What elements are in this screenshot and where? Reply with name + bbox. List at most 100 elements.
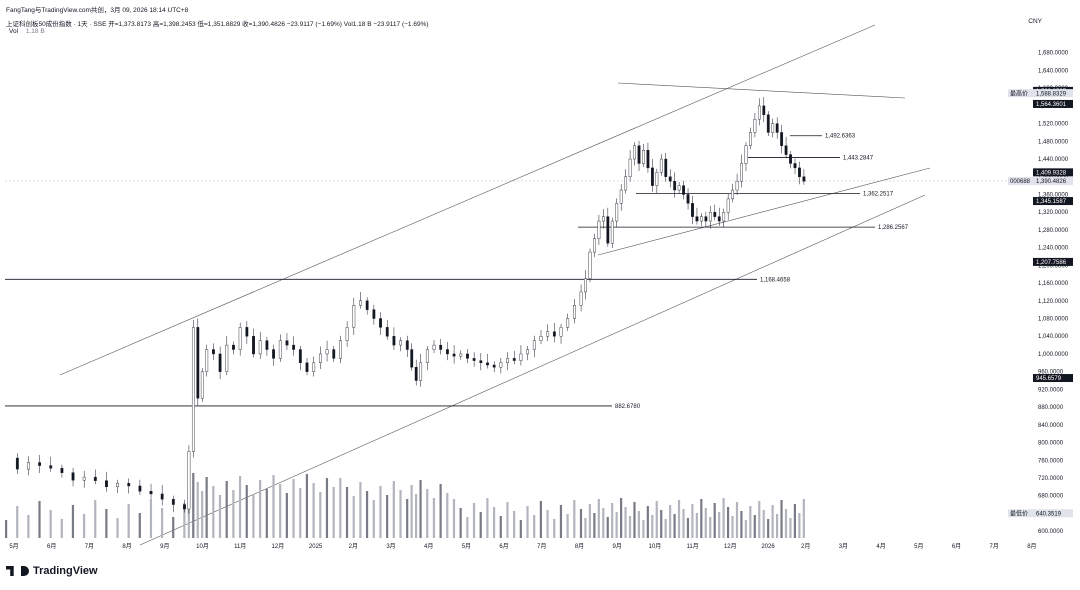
volume-bar — [245, 485, 248, 538]
price-label-text: 1,345.1587 — [1036, 199, 1067, 205]
y-tick-label: 720.0000 — [1038, 476, 1064, 482]
candle-body — [196, 327, 200, 399]
volume-legend[interactable]: Vol 1.18 B — [9, 28, 51, 35]
volume-bar — [602, 508, 605, 538]
volume-bar — [172, 517, 175, 538]
candle-body — [762, 105, 766, 115]
volume-value: 1.18 B — [25, 28, 45, 35]
candle-body — [187, 451, 191, 510]
candle-body — [339, 340, 342, 359]
candle-body — [593, 238, 596, 253]
price-label-box — [1033, 197, 1073, 206]
candle-body — [205, 349, 209, 372]
candle-body — [439, 344, 443, 350]
candle-body — [695, 216, 699, 222]
candle-body — [757, 105, 761, 120]
candle-body — [225, 344, 229, 372]
candle-body — [298, 349, 302, 364]
volume-bar — [633, 502, 636, 538]
candle-body — [726, 198, 730, 213]
x-tick-label: 6月 — [952, 543, 961, 550]
volume-bar — [345, 487, 349, 538]
price-tag-box — [1008, 89, 1033, 98]
volume-bar — [116, 518, 119, 538]
candle-body — [265, 340, 269, 350]
price-label-box — [1033, 257, 1073, 266]
volume-bar — [259, 480, 262, 538]
candle-body — [771, 123, 775, 133]
y-tick-label: 1,000.0000 — [1038, 352, 1069, 358]
candle-body — [735, 180, 739, 191]
tradingview-branding[interactable]: TradingView — [6, 565, 98, 577]
x-tick-label: 5月 — [9, 543, 18, 550]
volume-bar — [218, 495, 222, 538]
price-label-box — [1033, 168, 1073, 177]
candle-body — [722, 211, 726, 222]
volume-bar — [744, 520, 747, 538]
volume-bar — [60, 519, 63, 538]
candle-body — [218, 353, 222, 372]
candle-body — [499, 362, 503, 368]
volume-bar — [392, 481, 395, 538]
x-tick-label: 4月 — [424, 543, 433, 550]
volume-bar — [691, 504, 694, 538]
volume-bar — [386, 495, 389, 538]
level-label: 1,492.6363 — [825, 134, 856, 140]
price-label-box — [1033, 176, 1073, 185]
candle-body — [352, 305, 356, 328]
candle-body — [610, 220, 614, 244]
y-tick-label: 1,360.0000 — [1038, 192, 1069, 198]
volume-bar — [410, 485, 413, 538]
volume-bar — [700, 499, 703, 538]
level-label: 1,168.4658 — [760, 277, 791, 283]
candle-body — [425, 349, 429, 364]
volume-bar — [379, 486, 382, 538]
volume-bar — [192, 473, 195, 538]
volume-bar — [709, 517, 712, 538]
candle-body — [559, 327, 563, 337]
candle-body — [318, 353, 322, 364]
volume-bar — [452, 499, 456, 538]
x-tick-label: 10月 — [196, 543, 209, 550]
volume-bar — [593, 513, 596, 538]
level-label: 1,286.2567 — [878, 225, 909, 231]
candle-body — [191, 327, 195, 452]
candle-body — [385, 327, 389, 337]
volume-bar — [637, 511, 641, 538]
volume-bar — [319, 492, 322, 538]
volume-bar — [415, 494, 418, 538]
volume-bar — [446, 493, 449, 538]
volume-bar — [789, 518, 792, 538]
x-tick-label: 11月 — [234, 543, 246, 550]
volume-bar — [718, 512, 721, 538]
volume-bar — [553, 519, 556, 538]
candle-body — [49, 465, 53, 469]
volume-bar — [664, 519, 667, 538]
x-tick-label: 5月 — [914, 543, 923, 550]
y-tick-label: 1,680.0000 — [1038, 51, 1069, 57]
volume-bar — [513, 511, 516, 538]
candle-body — [615, 203, 619, 222]
volume-bar — [651, 515, 654, 538]
candle-body — [60, 468, 64, 473]
volume-bar — [432, 498, 436, 538]
candle-body — [546, 331, 550, 337]
candle-body — [285, 340, 289, 346]
candle-body — [798, 167, 801, 177]
volume-bar — [299, 488, 302, 538]
symbol-info-line[interactable]: 上证科创板50成份指数 · 1天 · SSE 开=1,373.8173 高=1,… — [6, 21, 429, 28]
candle-body — [472, 358, 476, 361]
x-tick-label: 2月 — [349, 543, 358, 550]
volume-bar — [584, 518, 587, 538]
brand-name: TradingView — [33, 565, 98, 577]
candle-body — [486, 362, 489, 366]
volume-bar — [406, 499, 409, 538]
volume-bar — [265, 489, 268, 538]
candle-body — [312, 362, 316, 372]
candle-body — [466, 353, 469, 359]
candle-body — [664, 158, 668, 177]
candle-body — [655, 172, 659, 186]
candle-body — [512, 358, 516, 361]
